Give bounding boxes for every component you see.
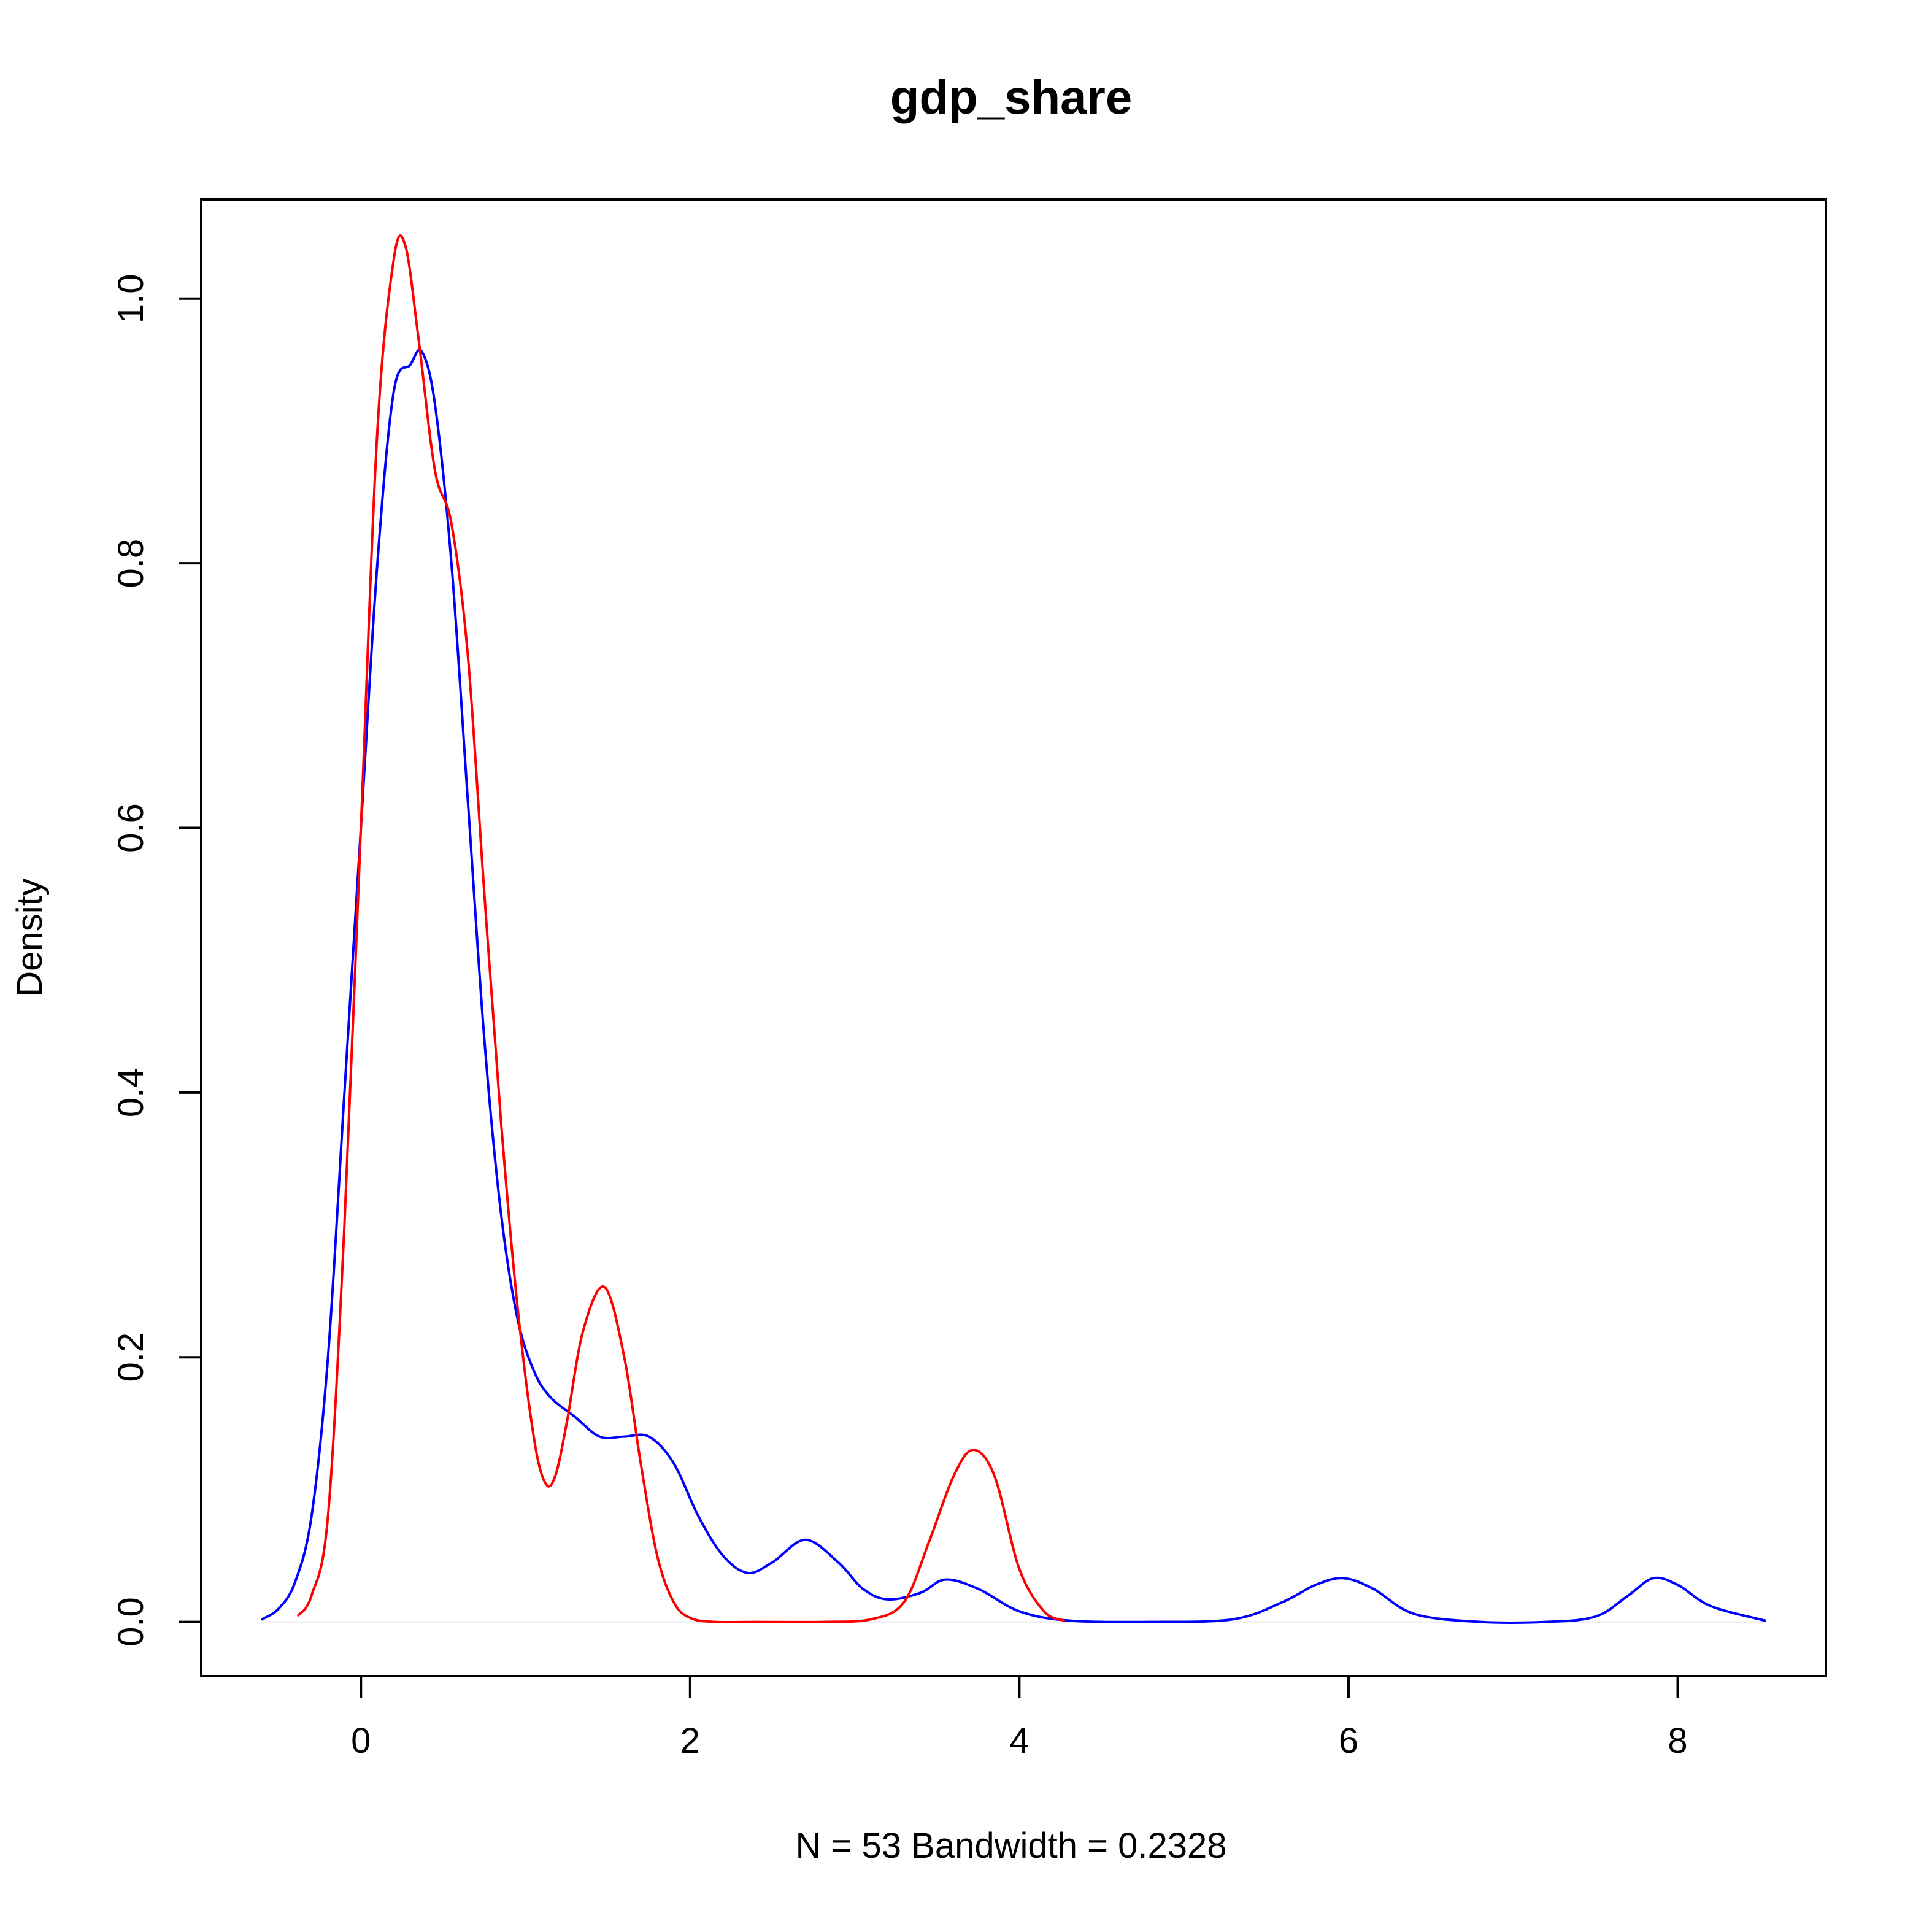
y-tick-label: 0.8 [111, 539, 151, 588]
x-axis-ticks: 0 2 4 6 8 [351, 1676, 1688, 1761]
series-layer [261, 234, 1766, 1624]
x-tick-label: 4 [1009, 1721, 1029, 1761]
y-tick-label: 0.6 [111, 803, 151, 853]
x-tick-label: 8 [1668, 1721, 1687, 1761]
x-tick-label: 0 [351, 1721, 371, 1761]
y-tick-label: 1.0 [111, 274, 151, 323]
density-series-line-2 [297, 234, 1065, 1624]
y-axis-ticks: 0.0 0.2 0.4 0.6 0.8 1.0 [111, 274, 201, 1647]
x-axis-label: N = 53 Bandwidth = 0.2328 [796, 1826, 1227, 1866]
y-tick-label: 0.0 [111, 1597, 151, 1647]
plot-frame [200, 198, 1827, 1677]
chart-title: gdp_share [890, 70, 1132, 124]
x-tick-label: 2 [680, 1721, 700, 1761]
y-tick-label: 0.2 [111, 1333, 151, 1382]
y-axis-label: Density [10, 878, 50, 996]
x-tick-label: 6 [1339, 1721, 1358, 1761]
density-series-line-1 [261, 348, 1766, 1624]
y-tick-label: 0.4 [111, 1068, 151, 1118]
